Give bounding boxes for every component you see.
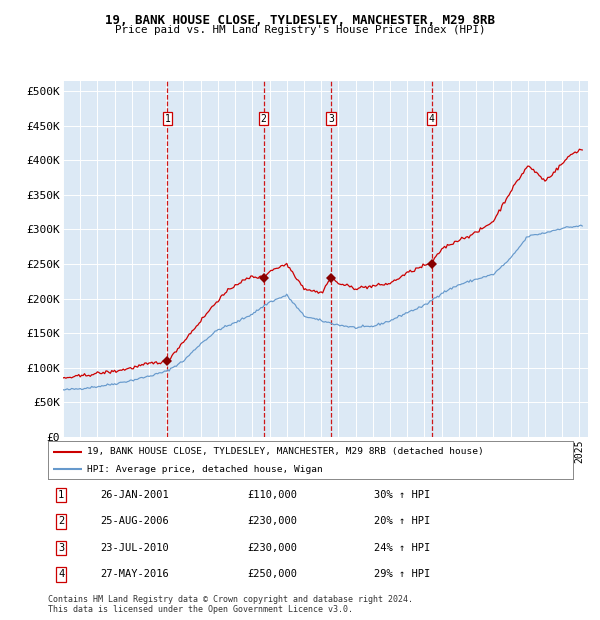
Text: 1: 1 — [58, 490, 64, 500]
Text: This data is licensed under the Open Government Licence v3.0.: This data is licensed under the Open Gov… — [48, 605, 353, 614]
Text: 30% ↑ HPI: 30% ↑ HPI — [373, 490, 430, 500]
Text: 23-JUL-2010: 23-JUL-2010 — [101, 543, 169, 553]
Text: Price paid vs. HM Land Registry's House Price Index (HPI): Price paid vs. HM Land Registry's House … — [115, 25, 485, 35]
Text: 20% ↑ HPI: 20% ↑ HPI — [373, 516, 430, 526]
Text: £110,000: £110,000 — [248, 490, 298, 500]
Text: 2: 2 — [58, 516, 64, 526]
Text: 24% ↑ HPI: 24% ↑ HPI — [373, 543, 430, 553]
Text: HPI: Average price, detached house, Wigan: HPI: Average price, detached house, Wiga… — [88, 465, 323, 474]
Text: 19, BANK HOUSE CLOSE, TYLDESLEY, MANCHESTER, M29 8RB (detached house): 19, BANK HOUSE CLOSE, TYLDESLEY, MANCHES… — [88, 448, 484, 456]
Text: 25-AUG-2006: 25-AUG-2006 — [101, 516, 169, 526]
Text: £250,000: £250,000 — [248, 569, 298, 580]
Text: 3: 3 — [328, 113, 334, 123]
Text: 19, BANK HOUSE CLOSE, TYLDESLEY, MANCHESTER, M29 8RB: 19, BANK HOUSE CLOSE, TYLDESLEY, MANCHES… — [105, 14, 495, 27]
Text: 1: 1 — [164, 113, 170, 123]
Text: 2: 2 — [260, 113, 266, 123]
Text: 3: 3 — [58, 543, 64, 553]
Text: 4: 4 — [428, 113, 434, 123]
Text: 27-MAY-2016: 27-MAY-2016 — [101, 569, 169, 580]
Text: £230,000: £230,000 — [248, 516, 298, 526]
Text: 29% ↑ HPI: 29% ↑ HPI — [373, 569, 430, 580]
Text: £230,000: £230,000 — [248, 543, 298, 553]
Text: Contains HM Land Registry data © Crown copyright and database right 2024.: Contains HM Land Registry data © Crown c… — [48, 595, 413, 604]
Text: 26-JAN-2001: 26-JAN-2001 — [101, 490, 169, 500]
Text: 4: 4 — [58, 569, 64, 580]
